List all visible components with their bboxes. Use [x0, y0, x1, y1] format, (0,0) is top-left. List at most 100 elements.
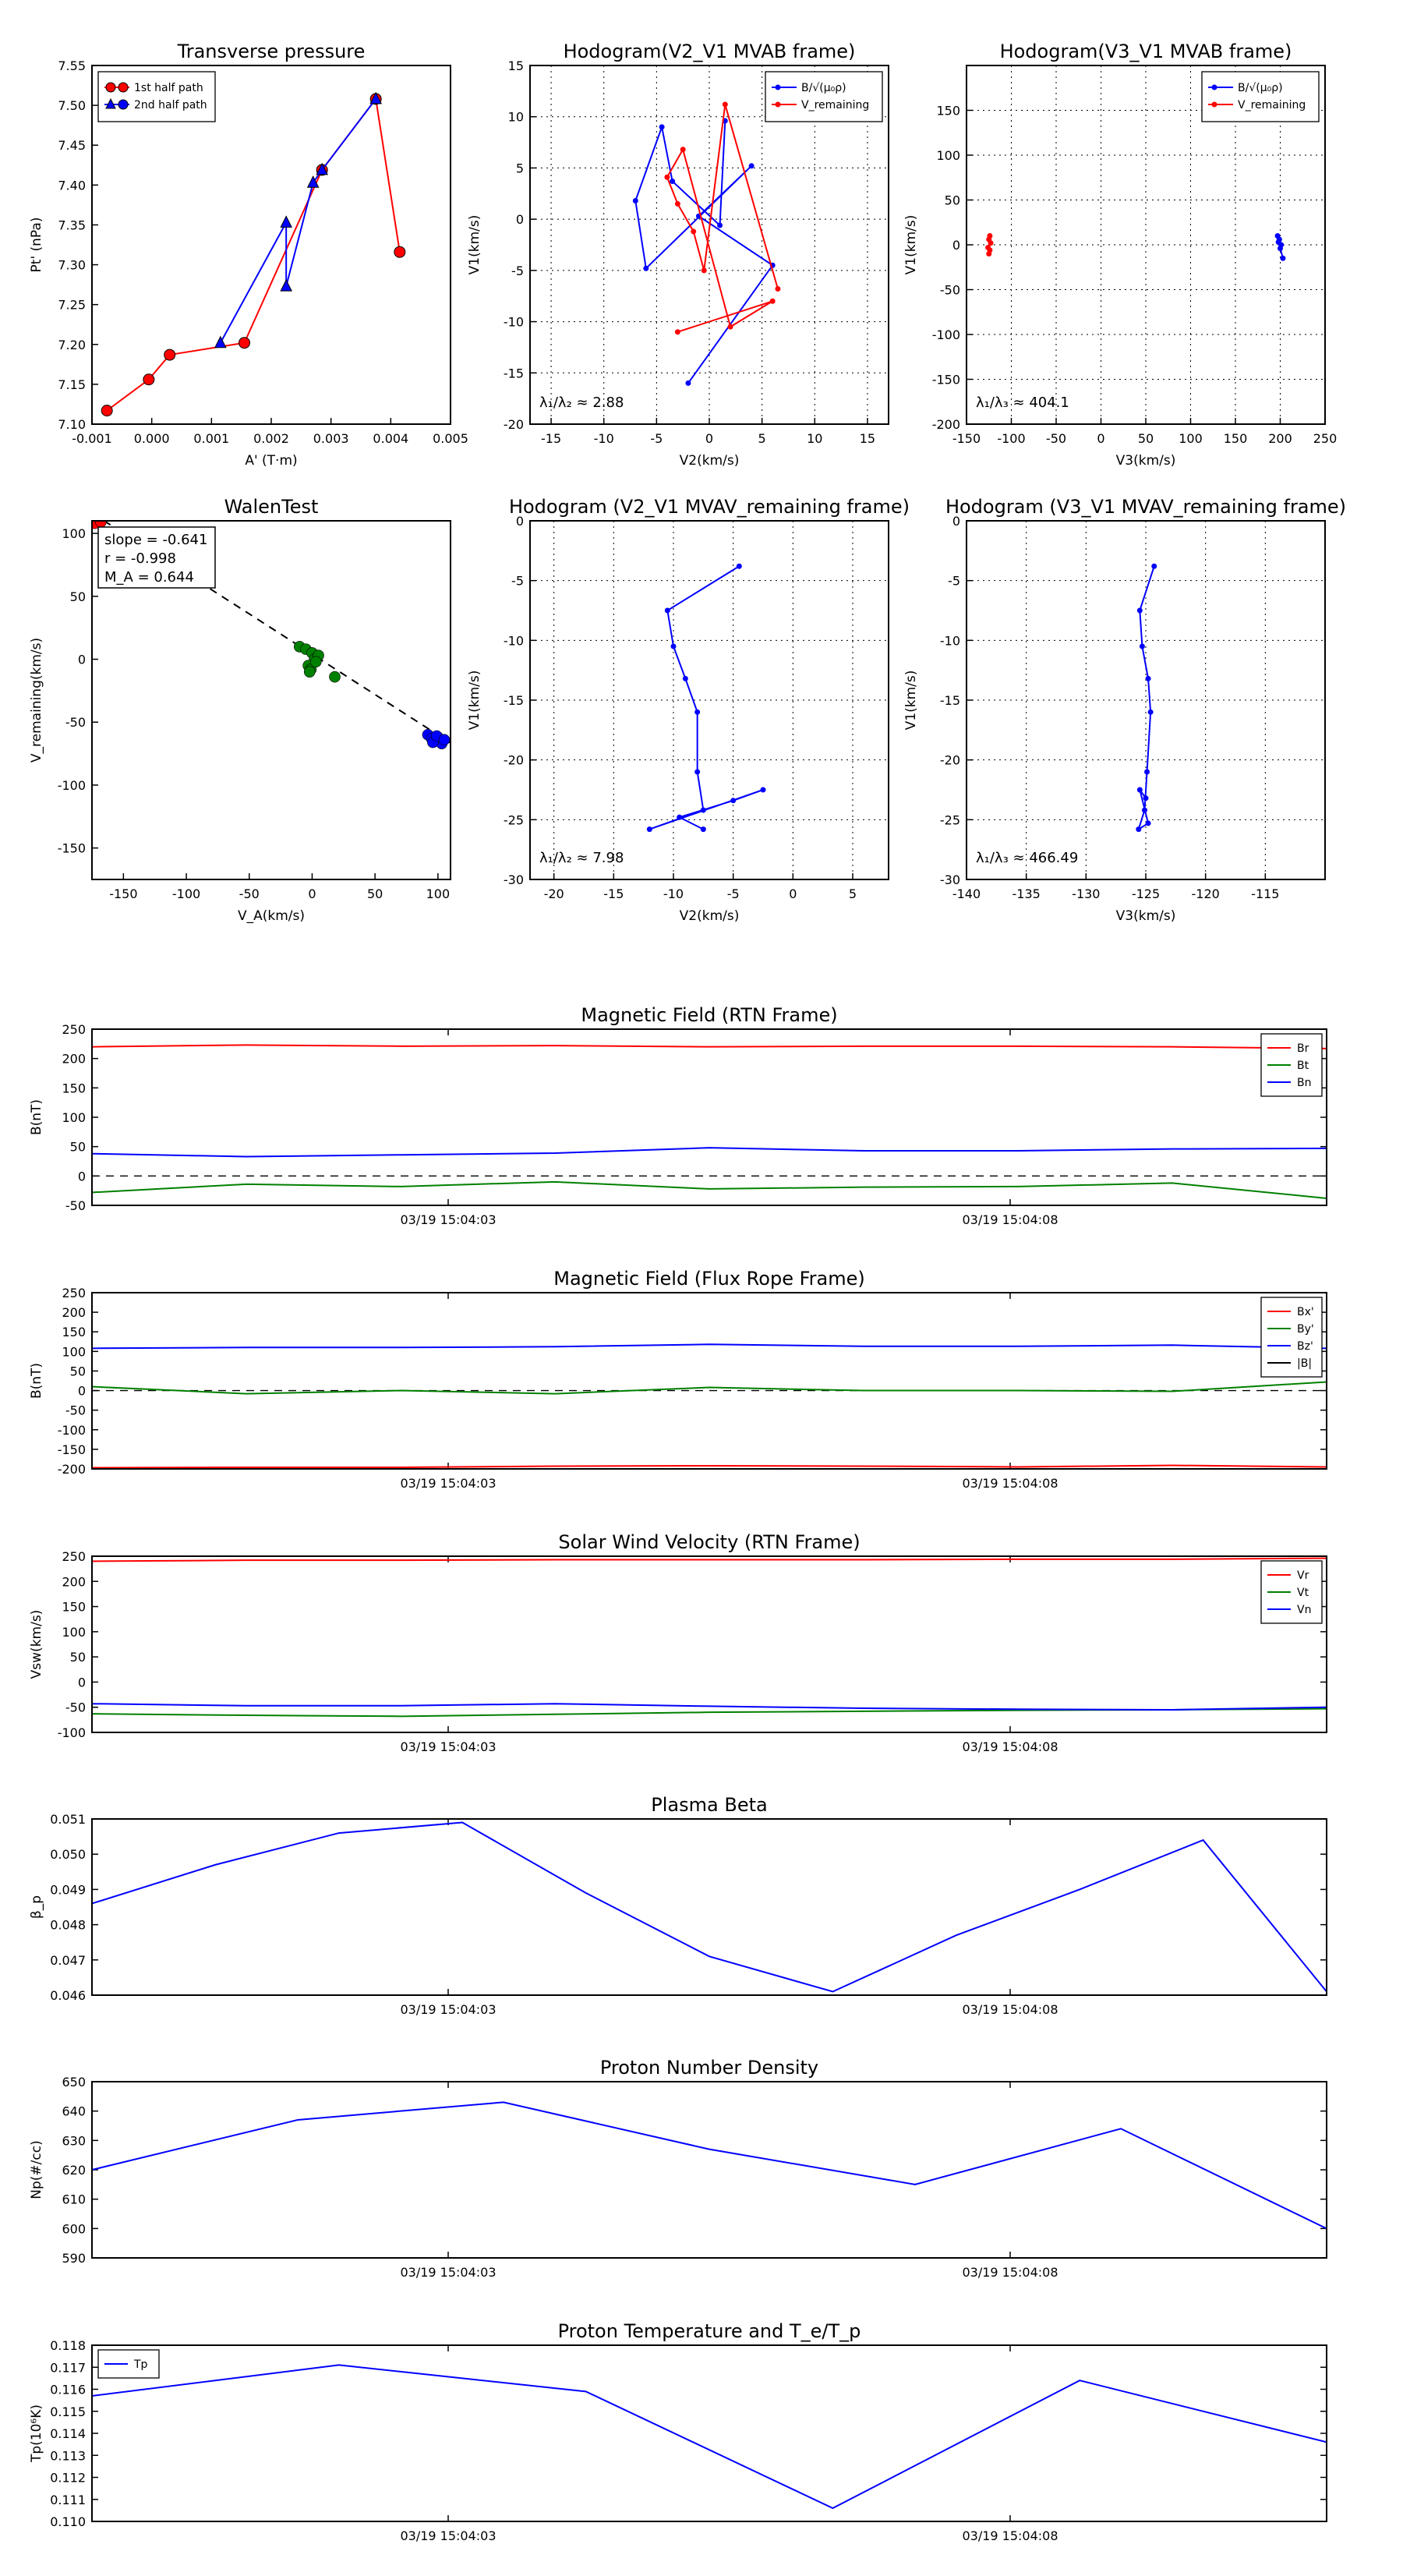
plot-area [92, 1343, 1327, 1469]
x-tick-label: -10 [594, 431, 614, 446]
data-point [1151, 563, 1157, 569]
x-tick-label: -125 [1132, 886, 1160, 901]
legend-label: Br [1297, 1042, 1309, 1055]
x-tick-label: 0.001 [193, 431, 229, 446]
legend-label: 2nd half path [134, 99, 207, 111]
data-point [685, 380, 691, 386]
x-tick-label: -100 [172, 886, 200, 901]
x-axis-label: V2(km/s) [680, 908, 740, 924]
x-tick-label: -15 [541, 431, 561, 446]
series-line-By' [92, 1381, 1327, 1395]
x-tick-label: -5 [727, 886, 740, 901]
x-tick-label: -20 [544, 886, 564, 901]
y-tick-label: -20 [504, 753, 524, 768]
x-tick-label: 0.005 [433, 431, 468, 446]
data-point [1136, 826, 1142, 833]
y-axis-label: Vsw(km/s) [29, 1610, 44, 1679]
plot-area [92, 2364, 1327, 2510]
chart-title: Proton Number Density [600, 2057, 818, 2079]
data-point [985, 244, 991, 250]
y-tick-label: -50 [65, 1700, 86, 1715]
data-point [1278, 246, 1283, 252]
y-tick-label: -20 [504, 417, 524, 432]
y-tick-label: -5 [511, 574, 524, 589]
y-tick-label: 0.118 [50, 2338, 86, 2353]
y-tick-label: 100 [62, 526, 86, 541]
chart-3: WalenTest -150 -100 -50 0 50 100 -150 -100 -50 0 50… [29, 496, 451, 924]
chart-10: Proton Number Density 590 600 610 620 630 640 6… [29, 2057, 1327, 2280]
plot-frame [91, 520, 451, 880]
series-line-0 [648, 565, 764, 830]
y-tick-label: 7.50 [58, 98, 86, 113]
y-tick-label: 50 [945, 193, 960, 208]
x-tick-label: 15 [860, 431, 875, 446]
legend-marker [1211, 84, 1217, 90]
data-point [1141, 807, 1147, 813]
chart-5: Hodogram (V3_V1 MVAV_remaining frame) -14… [903, 496, 1346, 924]
data-point [643, 265, 649, 271]
series-line-Bz' [92, 1343, 1327, 1350]
y-tick-label: -100 [58, 778, 86, 793]
y-tick-label: 250 [62, 1549, 86, 1564]
plot-frame [529, 520, 889, 880]
chart-title: Hodogram(V2_V1 MVAB frame) [564, 41, 856, 62]
y-tick-label: 0.110 [50, 2514, 86, 2529]
x-tick-label: 5 [758, 431, 766, 446]
x-tick-label: 03/19 15:04:03 [400, 2002, 496, 2017]
y-tick-label: 50 [70, 589, 86, 604]
x-tick-label: 150 [1224, 431, 1248, 446]
data-point [1145, 675, 1151, 681]
data-point [369, 91, 382, 104]
y-tick-label: 0.112 [50, 2471, 86, 2486]
series-line-Bt [92, 1180, 1327, 1199]
y-tick-label: -100 [932, 327, 960, 342]
y-tick-label: 100 [936, 148, 960, 163]
y-tick-label: 200 [62, 1052, 86, 1067]
series-line-Vr [92, 1557, 1327, 1562]
data-point [1280, 255, 1286, 261]
y-tick-label: 7.55 [58, 58, 86, 73]
plot-frame [91, 1818, 1327, 1996]
y-tick-label: 150 [62, 1600, 86, 1615]
y-tick-label: 600 [62, 2221, 86, 2236]
chart-title: Solar Wind Velocity (RTN Frame) [558, 1531, 860, 1553]
y-tick-label: -200 [932, 417, 960, 432]
y-tick-label: 0.113 [50, 2448, 86, 2463]
y-tick-label: -50 [65, 1403, 86, 1418]
plot-frame [91, 2081, 1327, 2259]
y-tick-label: 0 [78, 1675, 86, 1690]
x-tick-label: 50 [1138, 431, 1154, 446]
chart-1: Hodogram(V2_V1 MVAB frame) -15 -10 -5 0 5 10 15… [467, 41, 889, 469]
data-point [674, 329, 680, 335]
x-tick-label: 03/19 15:04:03 [400, 1739, 496, 1754]
data-point [664, 607, 670, 614]
plot-area [101, 91, 406, 417]
y-tick-label: -30 [504, 872, 524, 887]
legend-marker [118, 99, 129, 110]
data-point [164, 349, 176, 361]
chart-title: Hodogram (V3_V1 MVAV_remaining frame) [945, 496, 1346, 518]
y-tick-label: 7.40 [58, 178, 86, 193]
chart-9: Plasma Beta 0.046 0.047 0.048 0.049 0.050 0.05… [29, 1794, 1327, 2017]
data-point [730, 798, 737, 804]
data-point [303, 666, 316, 678]
plot-frame [91, 2344, 1327, 2522]
chart-title: Plasma Beta [651, 1794, 767, 1816]
annotation-box [97, 526, 216, 589]
data-point [306, 175, 320, 188]
data-point [438, 734, 451, 746]
x-tick-label: 0.000 [134, 431, 170, 446]
y-tick-label: -150 [58, 1442, 86, 1457]
y-tick-label: 0.117 [50, 2360, 86, 2375]
legend-label: Vt [1297, 1587, 1309, 1599]
y-tick-label: 0.048 [50, 1918, 86, 1933]
data-point [701, 267, 707, 274]
data-point [1139, 643, 1145, 649]
series-line-Vn [92, 1703, 1327, 1711]
x-tick-label: -150 [109, 886, 137, 901]
legend-marker [105, 82, 116, 93]
legend-label: Tp [133, 2358, 148, 2371]
y-tick-label: -150 [932, 373, 960, 387]
x-tick-label: -0.001 [72, 431, 112, 446]
y-tick-label: 150 [62, 1081, 86, 1095]
